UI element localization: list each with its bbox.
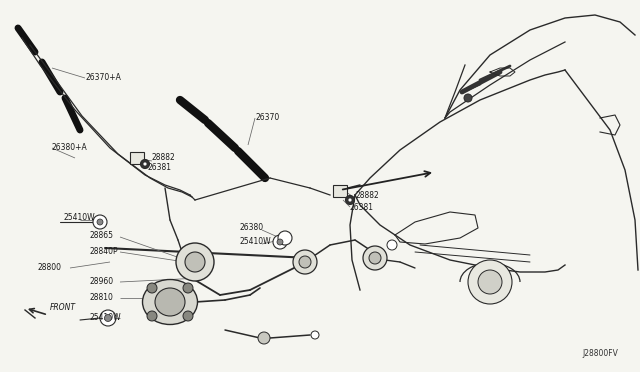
Circle shape xyxy=(183,311,193,321)
Circle shape xyxy=(363,246,387,270)
Circle shape xyxy=(97,219,103,225)
Text: 26370: 26370 xyxy=(255,113,279,122)
Bar xyxy=(130,152,144,164)
Text: 28882: 28882 xyxy=(355,190,379,199)
Bar xyxy=(333,185,347,197)
Circle shape xyxy=(299,256,311,268)
Circle shape xyxy=(468,260,512,304)
Text: 28810: 28810 xyxy=(90,294,114,302)
Text: 28960: 28960 xyxy=(90,278,114,286)
Circle shape xyxy=(464,94,472,102)
Ellipse shape xyxy=(155,288,185,316)
Ellipse shape xyxy=(176,243,214,281)
Circle shape xyxy=(258,332,270,344)
Circle shape xyxy=(147,283,157,293)
Circle shape xyxy=(293,250,317,274)
Ellipse shape xyxy=(185,252,205,272)
Circle shape xyxy=(278,231,292,245)
Circle shape xyxy=(93,215,107,229)
Circle shape xyxy=(346,196,355,205)
Circle shape xyxy=(348,198,352,202)
Circle shape xyxy=(100,310,116,326)
Text: J28800FV: J28800FV xyxy=(582,349,618,358)
Circle shape xyxy=(141,160,150,169)
Text: 28882: 28882 xyxy=(152,154,176,163)
Circle shape xyxy=(104,314,111,321)
Text: 28800: 28800 xyxy=(38,263,62,273)
Circle shape xyxy=(183,283,193,293)
Text: 28865: 28865 xyxy=(90,231,114,240)
Circle shape xyxy=(311,331,319,339)
Text: 26381: 26381 xyxy=(148,164,172,173)
Circle shape xyxy=(478,270,502,294)
Text: 25410W: 25410W xyxy=(63,214,95,222)
Circle shape xyxy=(387,240,397,250)
Text: 26380+A: 26380+A xyxy=(52,144,88,153)
Circle shape xyxy=(273,235,287,249)
Text: 25410W: 25410W xyxy=(90,314,122,323)
Circle shape xyxy=(277,239,283,245)
Text: 26370+A: 26370+A xyxy=(85,74,121,83)
Circle shape xyxy=(147,311,157,321)
Text: FRONT: FRONT xyxy=(50,304,76,312)
Circle shape xyxy=(143,162,147,166)
Ellipse shape xyxy=(143,279,198,324)
Text: 26380: 26380 xyxy=(240,224,264,232)
Circle shape xyxy=(369,252,381,264)
Text: 25410W: 25410W xyxy=(240,237,271,247)
Text: 26381: 26381 xyxy=(350,202,374,212)
Text: 28840P: 28840P xyxy=(90,247,118,257)
